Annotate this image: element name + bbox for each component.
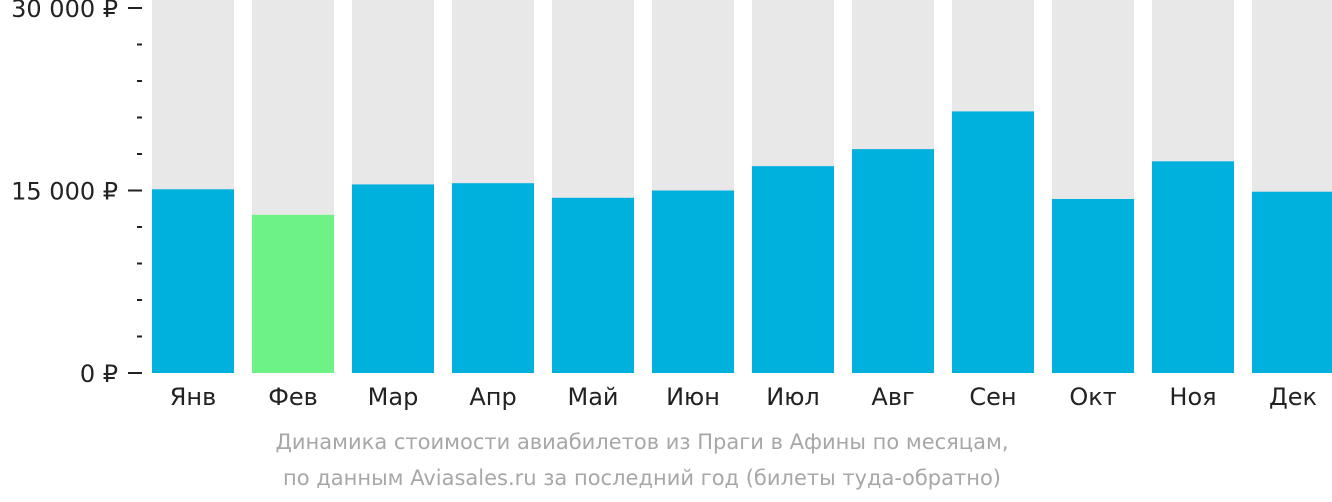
bar-4[interactable] (452, 183, 534, 373)
bar-12[interactable] (1252, 191, 1332, 373)
y-tick-label: 0 ₽ (80, 360, 118, 388)
bar-5[interactable] (552, 197, 634, 373)
x-tick-label: Ноя (1169, 383, 1216, 411)
data-bars (152, 111, 1332, 374)
x-tick-label: Сен (969, 383, 1016, 411)
bar-10[interactable] (1052, 199, 1134, 373)
bar-8[interactable] (852, 149, 934, 373)
chart-caption-line-1: Динамика стоимости авиабилетов из Праги … (275, 430, 1009, 454)
y-axis: 0 ₽ 15 000 ₽ 30 000 ₽ (11, 0, 142, 388)
y-tick-label: 15 000 ₽ (11, 178, 118, 206)
bar-chart: 0 ₽ 15 000 ₽ 30 000 ₽ Янв Фев Мар Апр Май Июн Ию… (11, 0, 1332, 411)
x-tick-label: Мар (368, 383, 419, 411)
x-tick-label: Май (567, 383, 618, 411)
x-tick-label: Июл (766, 383, 820, 411)
x-tick-label: Апр (469, 383, 516, 411)
bar-11[interactable] (1152, 161, 1234, 373)
y-tick-label: 30 000 ₽ (11, 0, 118, 23)
bar-9[interactable] (952, 111, 1034, 374)
x-tick-label: Фев (268, 383, 318, 411)
bar-3[interactable] (352, 184, 434, 373)
bar-7[interactable] (752, 166, 834, 373)
x-tick-label: Дек (1269, 383, 1317, 411)
x-tick-label: Авг (871, 383, 914, 411)
bar-1[interactable] (152, 189, 234, 373)
x-axis-labels: Янв Фев Мар Апр Май Июн Июл Авг Сен Окт Ноя Дек (170, 383, 1317, 411)
x-tick-label: Окт (1069, 383, 1116, 411)
bar-2[interactable] (252, 214, 334, 373)
x-tick-label: Июн (666, 383, 720, 411)
x-tick-label: Янв (170, 383, 217, 411)
bar-6[interactable] (652, 190, 734, 374)
chart-caption-line-2: по данным Aviasales.ru за последний год … (283, 466, 1001, 490)
